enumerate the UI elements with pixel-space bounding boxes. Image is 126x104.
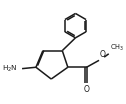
Text: H$_2$N: H$_2$N — [2, 64, 17, 74]
Text: O: O — [84, 85, 89, 94]
Text: CH$_3$: CH$_3$ — [110, 43, 124, 53]
Text: O: O — [100, 50, 106, 59]
